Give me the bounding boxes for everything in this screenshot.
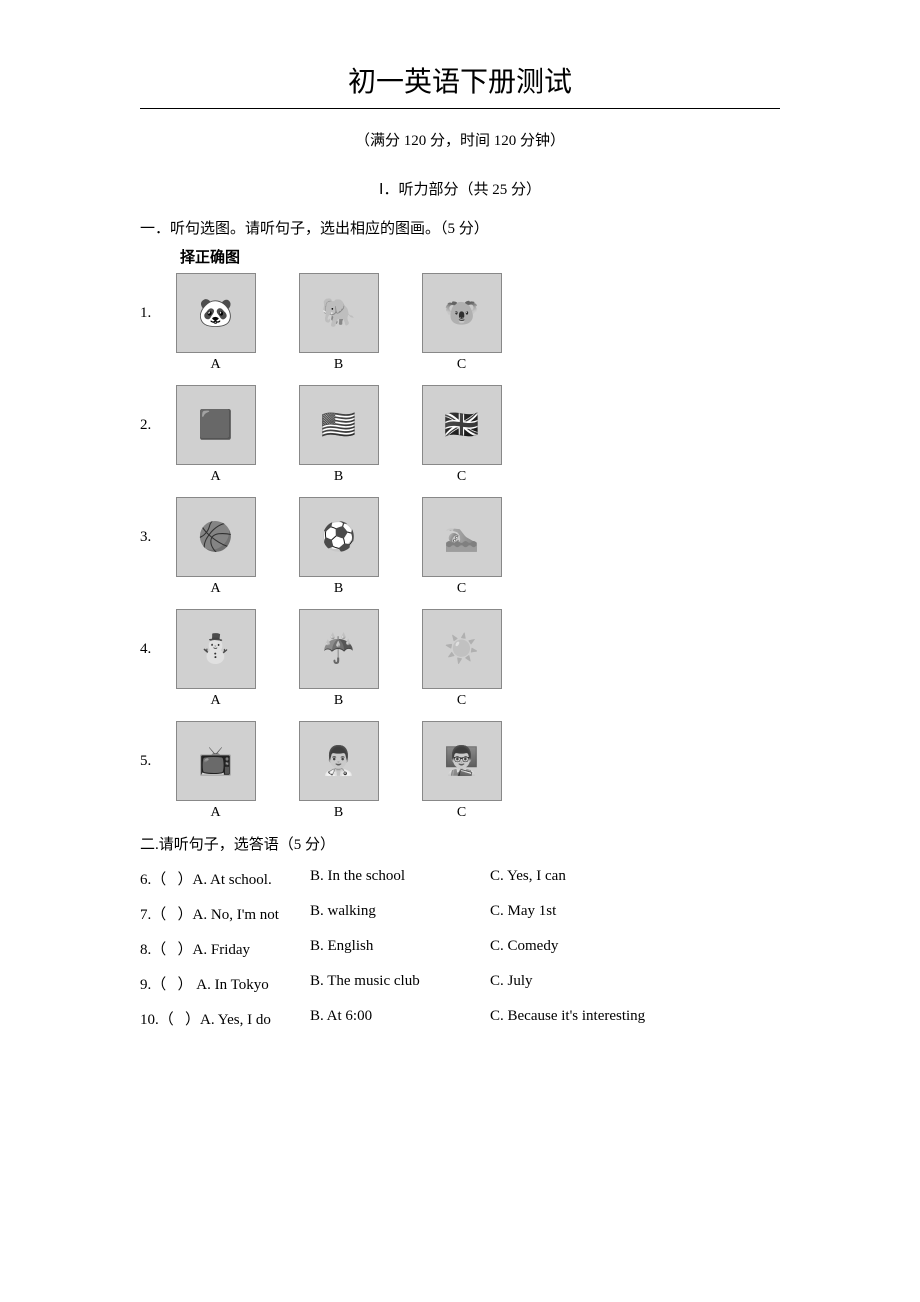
image-4b: ☔ <box>299 609 379 689</box>
row-number: 2. <box>140 417 162 434</box>
doctor-icon: 👨‍⚕️ <box>321 744 356 778</box>
sun-icon: ☀️ <box>444 632 479 666</box>
flag-uk-icon: 🇬🇧 <box>444 408 479 442</box>
label-b: B <box>291 805 386 821</box>
image-1a: 🐼 <box>176 273 256 353</box>
row-number: 3. <box>140 529 162 546</box>
section-title: Ⅰ．听力部分（共 25 分） <box>140 178 780 199</box>
flag-usa-icon: 🇺🇸 <box>321 408 356 442</box>
label-row-5: A B C <box>140 805 780 821</box>
page-title: 初一英语下册测试 <box>140 60 780 109</box>
label-row-2: A B C <box>140 469 780 485</box>
image-4c: ☀️ <box>422 609 502 689</box>
instruction-1: 一．听句选图。请听句子，选出相应的图画。（5 分） <box>140 217 780 238</box>
label-a: A <box>168 805 263 821</box>
label-b: B <box>291 693 386 709</box>
label-row-4: A B C <box>140 693 780 709</box>
swimming-icon: 🏊 <box>444 520 479 554</box>
image-row-4: 4. ⛄ ☔ ☀️ <box>140 609 780 689</box>
image-4a: ⛄ <box>176 609 256 689</box>
subtitle: （满分 120 分，时间 120 分钟） <box>140 129 780 150</box>
label-a: A <box>168 469 263 485</box>
image-5a: 📺 <box>176 721 256 801</box>
image-5b: 👨‍⚕️ <box>299 721 379 801</box>
label-row-1: A B C <box>140 357 780 373</box>
image-row-2: 2. 🟥 🇺🇸 🇬🇧 <box>140 385 780 465</box>
label-b: B <box>291 581 386 597</box>
tv-news-icon: 📺 <box>198 744 233 778</box>
label-a: A <box>168 581 263 597</box>
label-row-3: A B C <box>140 581 780 597</box>
elephant-icon: 🐘 <box>321 296 356 330</box>
label-b: B <box>291 357 386 373</box>
image-2c: 🇬🇧 <box>422 385 502 465</box>
label-c: C <box>414 581 509 597</box>
label-c: C <box>414 805 509 821</box>
question-10: 10.（ ）A. Yes, I do B. At 6:00 C. Because… <box>140 1008 780 1029</box>
question-8: 8.（ ）A. Friday B. English C. Comedy <box>140 938 780 959</box>
image-3c: 🏊 <box>422 497 502 577</box>
image-grid: 1. 🐼 🐘 🐨 A B C 2. 🟥 🇺🇸 🇬🇧 A B C 3. 🏀 ⚽ 🏊… <box>140 273 780 821</box>
label-c: C <box>414 469 509 485</box>
image-2a: 🟥 <box>176 385 256 465</box>
label-c: C <box>414 357 509 373</box>
question-9: 9.（ ） A. In Tokyo B. The music club C. J… <box>140 973 780 994</box>
row-number: 4. <box>140 641 162 658</box>
soccer-icon: ⚽ <box>321 520 356 554</box>
label-c: C <box>414 693 509 709</box>
image-row-5: 5. 📺 👨‍⚕️ 👨‍🏫 <box>140 721 780 801</box>
label-b: B <box>291 469 386 485</box>
image-caption: 择正确图 <box>180 246 780 267</box>
image-5c: 👨‍🏫 <box>422 721 502 801</box>
image-3b: ⚽ <box>299 497 379 577</box>
instruction-2: 二.请听句子，选答语（5 分） <box>140 833 780 854</box>
teacher-icon: 👨‍🏫 <box>444 744 479 778</box>
image-3a: 🏀 <box>176 497 256 577</box>
label-a: A <box>168 357 263 373</box>
question-6: 6.（ ）A. At school. B. In the school C. Y… <box>140 868 780 889</box>
image-1c: 🐨 <box>422 273 502 353</box>
umbrella-icon: ☔ <box>321 632 356 666</box>
koala-icon: 🐨 <box>444 296 479 330</box>
flag-china-icon: 🟥 <box>198 408 233 442</box>
image-1b: 🐘 <box>299 273 379 353</box>
basketball-icon: 🏀 <box>198 520 233 554</box>
panda-icon: 🐼 <box>198 296 233 330</box>
snowman-icon: ⛄ <box>198 632 233 666</box>
image-row-1: 1. 🐼 🐘 🐨 <box>140 273 780 353</box>
row-number: 1. <box>140 305 162 322</box>
label-a: A <box>168 693 263 709</box>
image-2b: 🇺🇸 <box>299 385 379 465</box>
image-row-3: 3. 🏀 ⚽ 🏊 <box>140 497 780 577</box>
row-number: 5. <box>140 753 162 770</box>
question-7: 7.（ ）A. No, I'm not B. walking C. May 1s… <box>140 903 780 924</box>
